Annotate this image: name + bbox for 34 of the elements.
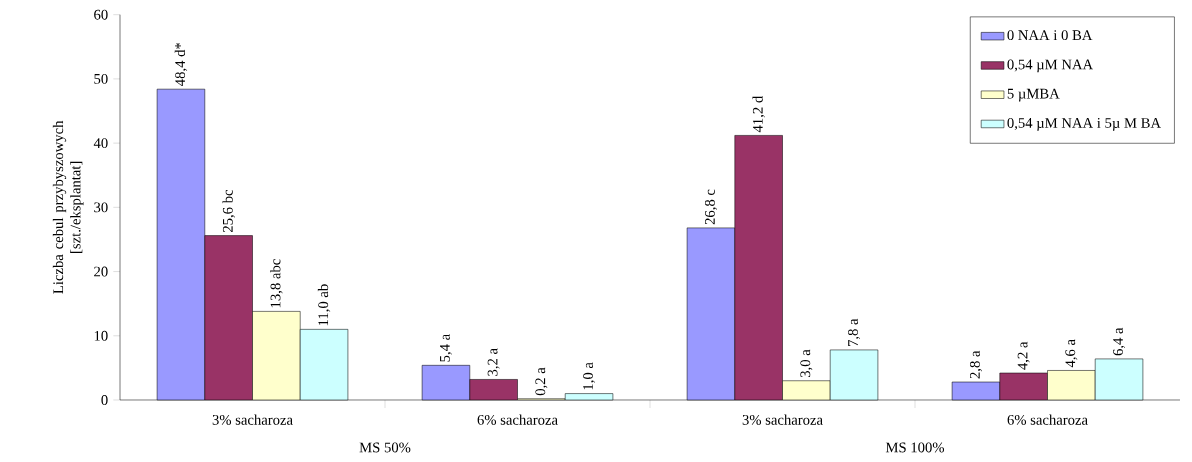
x-tick-label: 3% sacharoza	[742, 414, 823, 425]
legend-label: 0 NAA i 0 BA	[1007, 30, 1093, 41]
text: MS 50%	[359, 442, 411, 453]
data-label: 6,4 a	[1113, 327, 1126, 356]
data-label: 41,2 d	[752, 95, 765, 133]
text: MS 100%	[885, 442, 945, 453]
data-label: 13,8 abc	[270, 259, 283, 308]
data-label: 3,0 a	[800, 349, 813, 378]
x-tick-label: 6% sacharoza	[1007, 414, 1088, 425]
y-tick-label: 60	[94, 9, 108, 20]
y-tick-label: 30	[94, 202, 108, 213]
y-tick-label: 40	[93, 138, 108, 149]
legend-label: 0,54 µM NAA	[1007, 59, 1094, 73]
data-label: 1,0 a	[583, 362, 596, 390]
data-label: 7,8 a	[848, 318, 861, 347]
data-label: 3,2 a	[487, 348, 500, 376]
data-label: 48,4 d*	[174, 42, 188, 86]
x-tick-label: 3% sacharoza	[212, 414, 293, 425]
y-tick-label: 50	[94, 73, 108, 84]
data-label: 0,2 a	[535, 367, 548, 396]
y-axis-title: Liczba cebul przybyszowych [szt./eksplantat]	[52, 120, 84, 294]
legend-label: 0,54 µM NAA i 5µ M BA	[1007, 118, 1161, 131]
data-label: 4,2 a	[1017, 341, 1030, 370]
y-tick-label: 0	[101, 395, 108, 405]
data-label: 11,0 ab	[317, 284, 331, 326]
y-tick-label: 20	[94, 266, 108, 277]
data-label: 2,8 a	[969, 350, 982, 379]
data-label: 5,4 a	[440, 334, 452, 362]
data-label: 25,6 bc	[222, 189, 235, 233]
data-label: 4,6 a	[1065, 339, 1078, 368]
data-label: 26,8 c	[704, 189, 717, 225]
y-tick-label: 10	[94, 330, 108, 341]
x-tick-label: 6% sacharoza	[477, 414, 558, 425]
legend-label: 5 µMBA	[1007, 88, 1060, 102]
